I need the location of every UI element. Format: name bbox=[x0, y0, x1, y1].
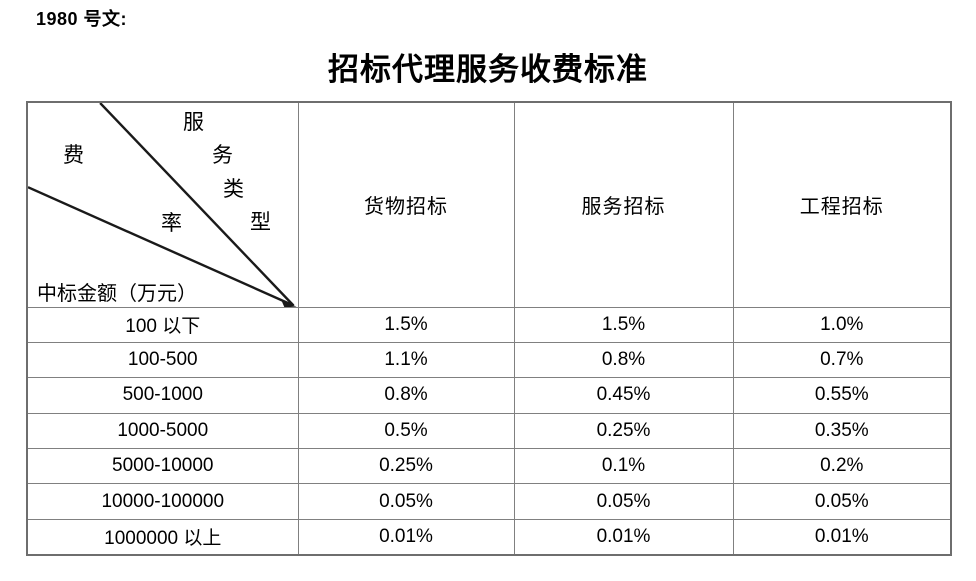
column-header-goods: 货物招标 bbox=[297, 101, 515, 308]
service-rate-cell: 0.25% bbox=[513, 412, 734, 450]
engineering-rate-cell: 0.01% bbox=[732, 518, 952, 556]
engineering-rate-cell: 0.55% bbox=[732, 377, 952, 414]
corner-amount-label: 中标金额（万元） bbox=[37, 283, 197, 305]
service-rate-cell: 0.8% bbox=[513, 341, 734, 379]
fee-standard-table: 服 务 类 型 费 率 中标金额（万元） 货物招标 服务招标 工程招标 100 … bbox=[26, 101, 952, 556]
table-row: 100-500 1.1% 0.8% 0.7% bbox=[26, 341, 952, 379]
engineering-rate-cell: 1.0% bbox=[732, 306, 952, 343]
amount-range-cell: 500-1000 bbox=[26, 377, 299, 414]
page-title: 招标代理服务收费标准 bbox=[328, 52, 648, 87]
table-body: 100 以下 1.5% 1.5% 1.0% 100-500 1.1% 0.8% … bbox=[26, 306, 952, 556]
goods-rate-cell: 0.25% bbox=[297, 448, 515, 485]
diagonal-corner-cell: 服 务 类 型 费 率 中标金额（万元） bbox=[26, 101, 299, 308]
table-header-row: 服 务 类 型 费 率 中标金额（万元） 货物招标 服务招标 工程招标 bbox=[26, 101, 952, 308]
engineering-rate-cell: 0.35% bbox=[732, 412, 952, 450]
table-row: 5000-10000 0.25% 0.1% 0.2% bbox=[26, 448, 952, 485]
goods-rate-cell: 1.5% bbox=[297, 306, 515, 343]
doc-number-label: 1980 号文: bbox=[36, 9, 128, 29]
amount-range-cell: 5000-10000 bbox=[26, 448, 299, 485]
goods-rate-cell: 0.01% bbox=[297, 518, 515, 556]
engineering-rate-cell: 0.2% bbox=[732, 448, 952, 485]
table-row: 1000-5000 0.5% 0.25% 0.35% bbox=[26, 412, 952, 450]
corner-service-type-char-2: 务 bbox=[212, 143, 233, 167]
table-row: 100 以下 1.5% 1.5% 1.0% bbox=[26, 306, 952, 343]
service-rate-cell: 0.01% bbox=[513, 518, 734, 556]
amount-range-cell: 1000000 以上 bbox=[26, 518, 299, 556]
service-rate-cell: 0.1% bbox=[513, 448, 734, 485]
corner-service-type-char-1: 服 bbox=[183, 110, 204, 134]
table-row: 1000000 以上 0.01% 0.01% 0.01% bbox=[26, 518, 952, 556]
table-row: 500-1000 0.8% 0.45% 0.55% bbox=[26, 377, 952, 414]
diagonal-lines-graphic bbox=[28, 103, 297, 307]
table-row: 10000-100000 0.05% 0.05% 0.05% bbox=[26, 483, 952, 520]
service-rate-cell: 0.45% bbox=[513, 377, 734, 414]
corner-service-type-char-3: 类 bbox=[223, 177, 244, 201]
column-header-engineering: 工程招标 bbox=[732, 101, 952, 308]
diagonal-arrowhead bbox=[281, 300, 297, 307]
goods-rate-cell: 1.1% bbox=[297, 341, 515, 379]
goods-rate-cell: 0.5% bbox=[297, 412, 515, 450]
corner-service-type-char-4: 型 bbox=[250, 210, 271, 234]
amount-range-cell: 1000-5000 bbox=[26, 412, 299, 450]
amount-range-cell: 100 以下 bbox=[26, 306, 299, 343]
corner-fee-rate-char-2: 率 bbox=[161, 211, 182, 235]
corner-fee-rate-char-1: 费 bbox=[63, 143, 84, 167]
engineering-rate-cell: 0.05% bbox=[732, 483, 952, 520]
amount-range-cell: 100-500 bbox=[26, 341, 299, 379]
goods-rate-cell: 0.05% bbox=[297, 483, 515, 520]
column-header-service: 服务招标 bbox=[513, 101, 734, 308]
goods-rate-cell: 0.8% bbox=[297, 377, 515, 414]
amount-range-cell: 10000-100000 bbox=[26, 483, 299, 520]
engineering-rate-cell: 0.7% bbox=[732, 341, 952, 379]
service-rate-cell: 1.5% bbox=[513, 306, 734, 343]
service-rate-cell: 0.05% bbox=[513, 483, 734, 520]
